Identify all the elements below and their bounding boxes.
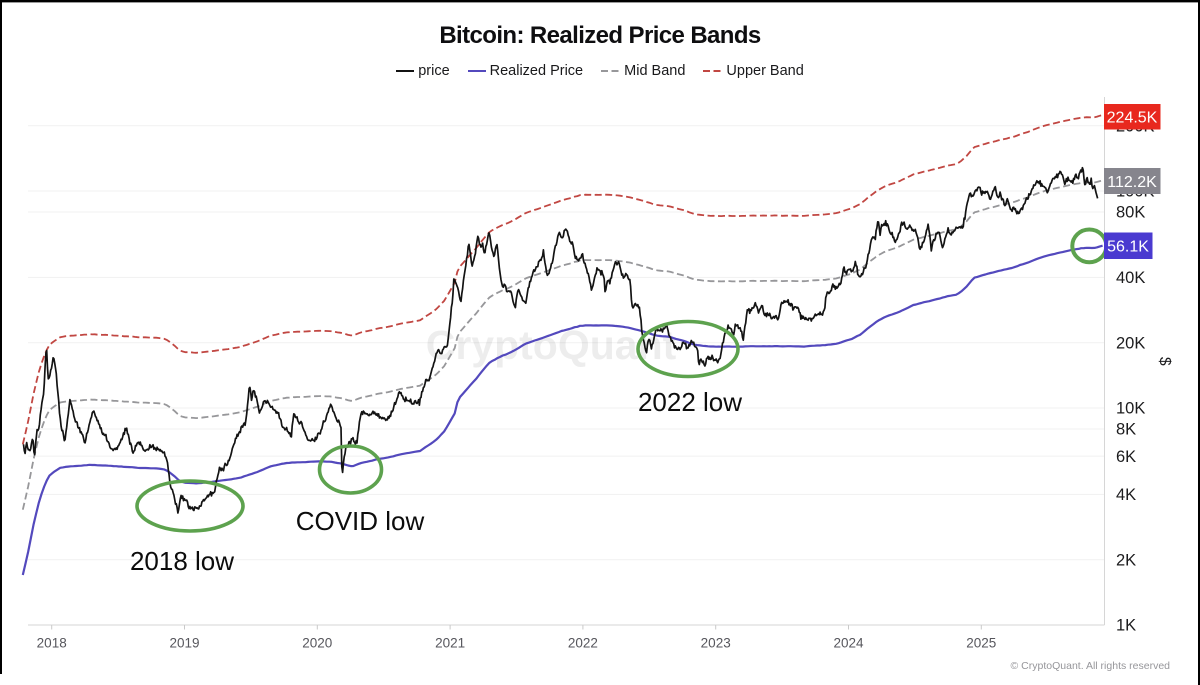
svg-text:2020: 2020 bbox=[302, 636, 332, 651]
svg-text:2025: 2025 bbox=[966, 636, 996, 651]
svg-text:2K: 2K bbox=[1116, 551, 1136, 569]
svg-text:2019: 2019 bbox=[169, 636, 199, 651]
svg-text:10K: 10K bbox=[1116, 400, 1145, 418]
svg-text:80K: 80K bbox=[1116, 204, 1145, 222]
svg-text:2023: 2023 bbox=[701, 636, 731, 651]
svg-text:112.2K: 112.2K bbox=[1107, 174, 1157, 191]
svg-text:6K: 6K bbox=[1116, 448, 1136, 466]
svg-text:COVID low: COVID low bbox=[296, 506, 425, 536]
svg-text:$: $ bbox=[1156, 357, 1173, 366]
svg-text:2022 low: 2022 low bbox=[638, 387, 742, 417]
svg-text:1K: 1K bbox=[1116, 617, 1136, 635]
svg-text:40K: 40K bbox=[1116, 269, 1145, 287]
svg-text:2018: 2018 bbox=[37, 636, 67, 651]
svg-text:2024: 2024 bbox=[833, 636, 864, 651]
svg-text:8K: 8K bbox=[1116, 421, 1136, 439]
svg-text:2022: 2022 bbox=[568, 636, 598, 651]
svg-text:20K: 20K bbox=[1116, 334, 1145, 352]
svg-text:4K: 4K bbox=[1116, 486, 1136, 504]
svg-text:2021: 2021 bbox=[435, 636, 465, 651]
svg-text:56.1K: 56.1K bbox=[1107, 239, 1149, 256]
svg-text:2018 low: 2018 low bbox=[130, 546, 234, 576]
svg-text:224.5K: 224.5K bbox=[1107, 110, 1158, 127]
